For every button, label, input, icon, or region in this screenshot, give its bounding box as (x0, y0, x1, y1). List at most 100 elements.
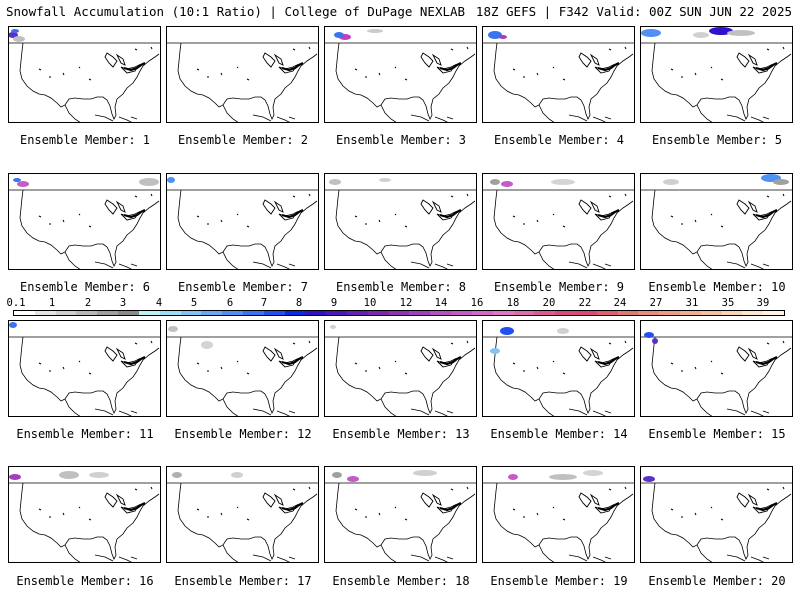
snowfall-area (413, 470, 437, 476)
legend-color-swatch (596, 311, 618, 315)
conus-basemap (641, 27, 792, 122)
valid-time-label: 18Z GEFS | F342 Valid: 00Z SUN JUN 22 20… (475, 4, 792, 19)
legend-tick-label: 9 (330, 297, 338, 309)
ensemble-member-caption: Ensemble Member: 1 (19, 133, 151, 147)
conus-basemap (641, 174, 792, 269)
ensemble-member-caption: Ensemble Member: 20 (648, 574, 786, 588)
conus-basemap (325, 470, 476, 562)
snowfall-area (9, 474, 21, 480)
legend-color-swatch (575, 311, 597, 315)
snowfall-area (367, 29, 383, 33)
legend-color-swatch (242, 311, 264, 315)
snowfall-area (334, 32, 344, 38)
conus-basemap (325, 325, 476, 416)
ensemble-member-10-map (640, 173, 793, 270)
ensemble-member-19-map (482, 466, 635, 563)
ensemble-member-caption: Ensemble Member: 13 (332, 427, 470, 441)
legend-tick-label: 3 (119, 297, 127, 309)
legend-tick-label: 10 (363, 297, 377, 309)
legend-color-swatch (263, 311, 285, 315)
ensemble-member-16-map (8, 466, 161, 563)
snowfall-area (501, 181, 513, 187)
legend-color-swatch (97, 311, 119, 315)
legend-color-swatch (471, 311, 493, 315)
conus-basemap (325, 29, 476, 122)
legend-color-swatch (138, 311, 160, 315)
snowfall-area (643, 476, 655, 482)
snowfall-area (168, 326, 178, 332)
legend-color-swatch (388, 311, 410, 315)
snowfall-area (499, 35, 507, 39)
legend-tick-label: 31 (685, 297, 699, 309)
ensemble-member-14-map (482, 320, 635, 417)
snowfall-area (332, 472, 342, 478)
ensemble-member-11-map (8, 320, 161, 417)
legend-tick-label: 1 (48, 297, 56, 309)
snowfall-area (379, 178, 391, 182)
ensemble-member-caption: Ensemble Member: 2 (177, 133, 309, 147)
conus-basemap (9, 322, 160, 416)
snowfall-area (17, 181, 29, 187)
legend-color-swatch (284, 311, 306, 315)
legend-color-swatch (763, 311, 785, 315)
snowfall-area (644, 332, 654, 338)
ensemble-member-3-map (324, 26, 477, 123)
conus-basemap (167, 472, 318, 562)
legend-color-swatch (492, 311, 514, 315)
conus-basemap (167, 177, 318, 269)
conus-basemap (641, 476, 792, 562)
legend-color-swatch (34, 311, 56, 315)
legend-color-swatch (367, 311, 389, 315)
snowfall-area (557, 328, 569, 334)
legend-tick-label: 20 (542, 297, 556, 309)
legend-color-swatch (222, 311, 243, 315)
conus-basemap (483, 327, 634, 416)
legend-color-swatch (555, 311, 576, 315)
conus-basemap (325, 178, 476, 269)
legend-tick-label: 0.1 (6, 297, 26, 309)
legend-color-swatch (409, 311, 431, 315)
legend-tick-label: 22 (578, 297, 592, 309)
conus-basemap (483, 31, 634, 122)
conus-basemap (9, 29, 160, 122)
legend-color-swatch (118, 311, 139, 315)
snowfall-area (652, 338, 658, 344)
legend-tick-label: 24 (613, 297, 627, 309)
legend-color-swatch (451, 311, 472, 315)
snowfall-area (773, 179, 789, 185)
legend-tick-label: 7 (260, 297, 268, 309)
snowfall-area (330, 325, 336, 329)
ensemble-member-caption: Ensemble Member: 3 (335, 133, 467, 147)
ensemble-member-15-map (640, 320, 793, 417)
legend-tick-label: 39 (756, 297, 770, 309)
snowfall-area (641, 29, 661, 37)
ensemble-member-caption: Ensemble Member: 6 (19, 280, 151, 294)
ensemble-member-caption: Ensemble Member: 5 (651, 133, 783, 147)
ensemble-member-8-map (324, 173, 477, 270)
snowfall-legend: 0.1 1 2 3 4 5 6 7 8 9 10 12 14 16 18 20 22 24 27 31 35 39 (7, 297, 785, 317)
ensemble-member-caption: Ensemble Member: 15 (648, 427, 786, 441)
snowfall-area (59, 471, 79, 479)
map-title: Snowfall Accumulation (10:1 Ratio) | Col… (6, 4, 466, 19)
ensemble-member-caption: Ensemble Member: 9 (493, 280, 625, 294)
legend-color-swatch (347, 311, 368, 315)
ensemble-member-caption: Ensemble Member: 7 (177, 280, 309, 294)
legend-tick-label: 4 (155, 297, 163, 309)
conus-basemap (9, 471, 160, 562)
ensemble-member-caption: Ensemble Member: 17 (174, 574, 312, 588)
ensemble-member-caption: Ensemble Member: 11 (16, 427, 154, 441)
legend-color-swatch (742, 311, 764, 315)
conus-basemap (641, 332, 792, 416)
snowfall-area (727, 30, 755, 36)
snowfall-area (500, 327, 514, 335)
legend-tick-label: 18 (506, 297, 520, 309)
ensemble-member-6-map (8, 173, 161, 270)
snowfall-area (549, 474, 577, 480)
conus-basemap (167, 42, 318, 122)
snowfall-area (89, 472, 109, 478)
conus-basemap (167, 326, 318, 416)
ensemble-member-caption: Ensemble Member: 18 (332, 574, 470, 588)
legend-color-swatch (617, 311, 639, 315)
conus-basemap (9, 178, 160, 269)
legend-color-swatch (513, 311, 535, 315)
